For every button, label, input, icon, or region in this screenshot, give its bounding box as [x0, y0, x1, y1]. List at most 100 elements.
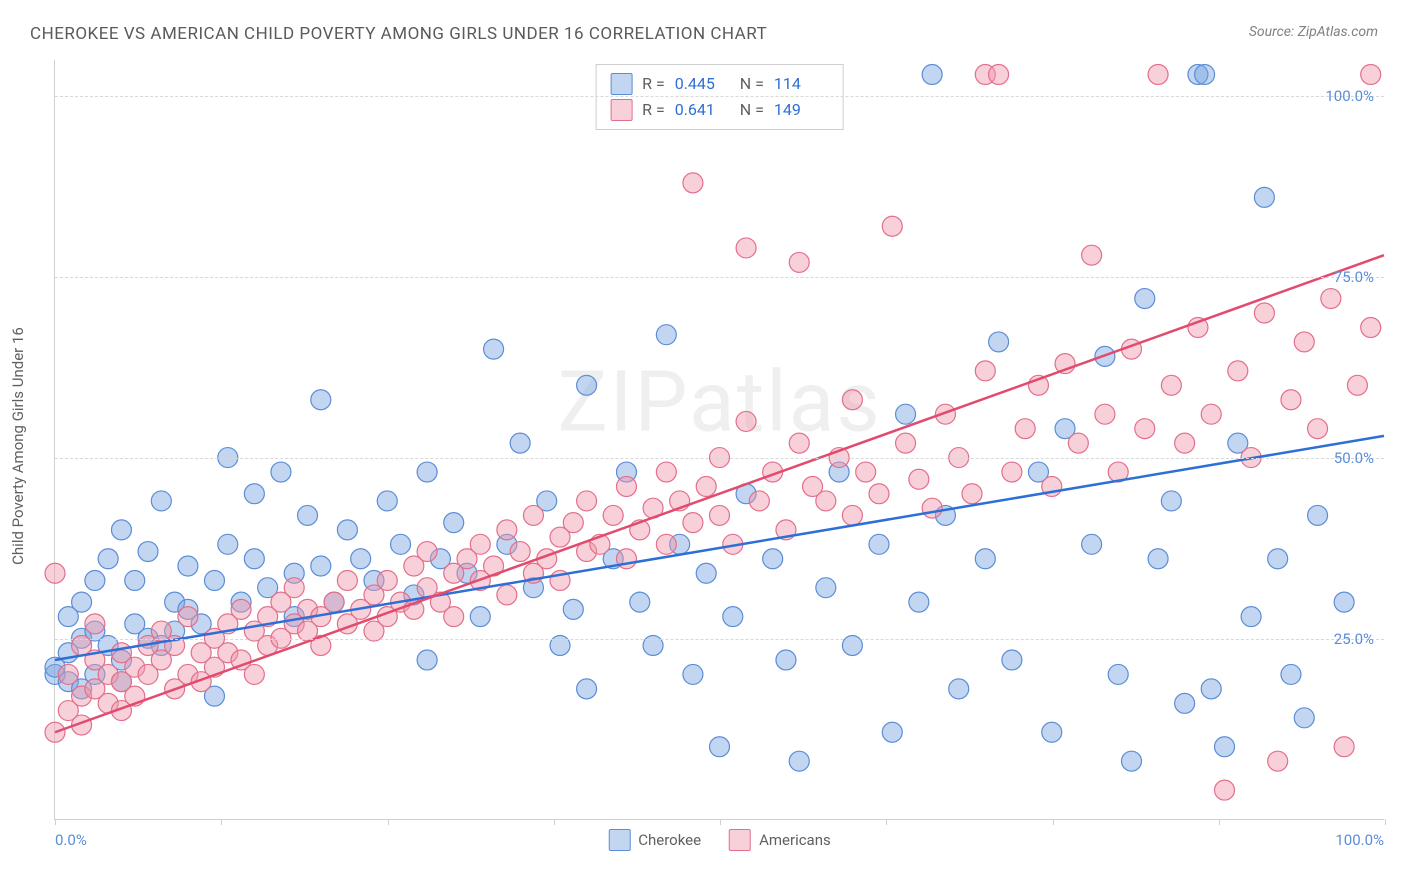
source-link[interactable]: ZipAtlas.com [1298, 24, 1378, 40]
data-point [922, 64, 942, 84]
data-point [1108, 664, 1128, 684]
data-point [85, 614, 105, 634]
data-point [1161, 375, 1181, 395]
data-point [1042, 722, 1062, 742]
data-point [789, 252, 809, 272]
data-point [244, 484, 264, 504]
data-point [683, 173, 703, 193]
data-point [1308, 419, 1328, 439]
y-tick-label: 100.0% [1325, 87, 1374, 105]
r-label: R = [642, 97, 665, 123]
data-point [1148, 64, 1168, 84]
data-point [696, 476, 716, 496]
scatter-plot-svg [55, 60, 1384, 819]
data-point [776, 650, 796, 670]
y-tick-label: 75.0% [1334, 268, 1374, 286]
data-point [1294, 708, 1314, 728]
data-point [962, 484, 982, 504]
data-point [218, 534, 238, 554]
x-tick [388, 819, 389, 825]
data-point [696, 563, 716, 583]
data-point [377, 570, 397, 590]
data-point [298, 505, 318, 525]
data-point [111, 520, 131, 540]
data-point [1195, 64, 1215, 84]
x-tick [1053, 819, 1054, 825]
data-point [1347, 375, 1367, 395]
y-tick-label: 50.0% [1334, 449, 1374, 467]
data-point [975, 361, 995, 381]
legend-label-americans: Americans [759, 831, 831, 849]
data-point [577, 375, 597, 395]
data-point [45, 722, 65, 742]
bottom-legend: Cherokee Americans [608, 829, 831, 851]
data-point [869, 484, 889, 504]
x-tick-label-0: 0.0% [55, 831, 87, 849]
data-point [683, 513, 703, 533]
x-tick [1219, 819, 1220, 825]
data-point [1148, 549, 1168, 569]
y-axis-title: Child Poverty Among Girls Under 16 [9, 327, 27, 565]
data-point [616, 476, 636, 496]
data-point [1175, 433, 1195, 453]
swatch-americans [610, 99, 632, 121]
data-point [417, 650, 437, 670]
data-point [882, 722, 902, 742]
swatch-cherokee-icon [608, 829, 630, 851]
data-point [284, 578, 304, 598]
stats-row-cherokee: R = 0.445 N = 114 [610, 71, 829, 97]
data-point [244, 664, 264, 684]
data-point [630, 592, 650, 612]
data-point [58, 664, 78, 684]
data-point [523, 505, 543, 525]
data-point [683, 664, 703, 684]
data-point [324, 592, 344, 612]
data-point [736, 411, 756, 431]
n-value-cherokee: 114 [774, 71, 829, 97]
data-point [816, 491, 836, 511]
data-point [1268, 549, 1288, 569]
data-point [909, 592, 929, 612]
data-point [563, 513, 583, 533]
data-point [45, 563, 65, 583]
data-point [1135, 289, 1155, 309]
swatch-americans-icon [729, 829, 751, 851]
data-point [1082, 245, 1102, 265]
x-tick [554, 819, 555, 825]
data-point [949, 679, 969, 699]
data-point [85, 570, 105, 590]
data-point [311, 556, 331, 576]
source-attribution: Source: ZipAtlas.com [1249, 24, 1378, 40]
data-point [484, 339, 504, 359]
x-tick-label-100: 100.0% [1335, 831, 1384, 849]
r-value-cherokee: 0.445 [675, 71, 730, 97]
data-point [244, 549, 264, 569]
data-point [577, 679, 597, 699]
data-point [1201, 404, 1221, 424]
data-point [417, 542, 437, 562]
data-point [656, 534, 676, 554]
data-point [1121, 751, 1141, 771]
data-point [656, 325, 676, 345]
data-point [1201, 679, 1221, 699]
data-point [1321, 289, 1341, 309]
chart-title: CHEROKEE VS AMERICAN CHILD POVERTY AMONG… [30, 24, 767, 44]
data-point [789, 751, 809, 771]
data-point [922, 498, 942, 518]
data-point [337, 570, 357, 590]
data-point [510, 433, 530, 453]
data-point [417, 462, 437, 482]
data-point [125, 570, 145, 590]
data-point [869, 534, 889, 554]
data-point [577, 491, 597, 511]
data-point [1015, 419, 1035, 439]
source-prefix: Source: [1249, 24, 1298, 40]
data-point [909, 469, 929, 489]
x-tick [1385, 819, 1386, 825]
data-point [1361, 317, 1381, 337]
legend-item-americans: Americans [729, 829, 831, 851]
data-point [736, 238, 756, 258]
data-point [497, 585, 517, 605]
stats-row-americans: R = 0.641 N = 149 [610, 97, 829, 123]
data-point [1361, 64, 1381, 84]
